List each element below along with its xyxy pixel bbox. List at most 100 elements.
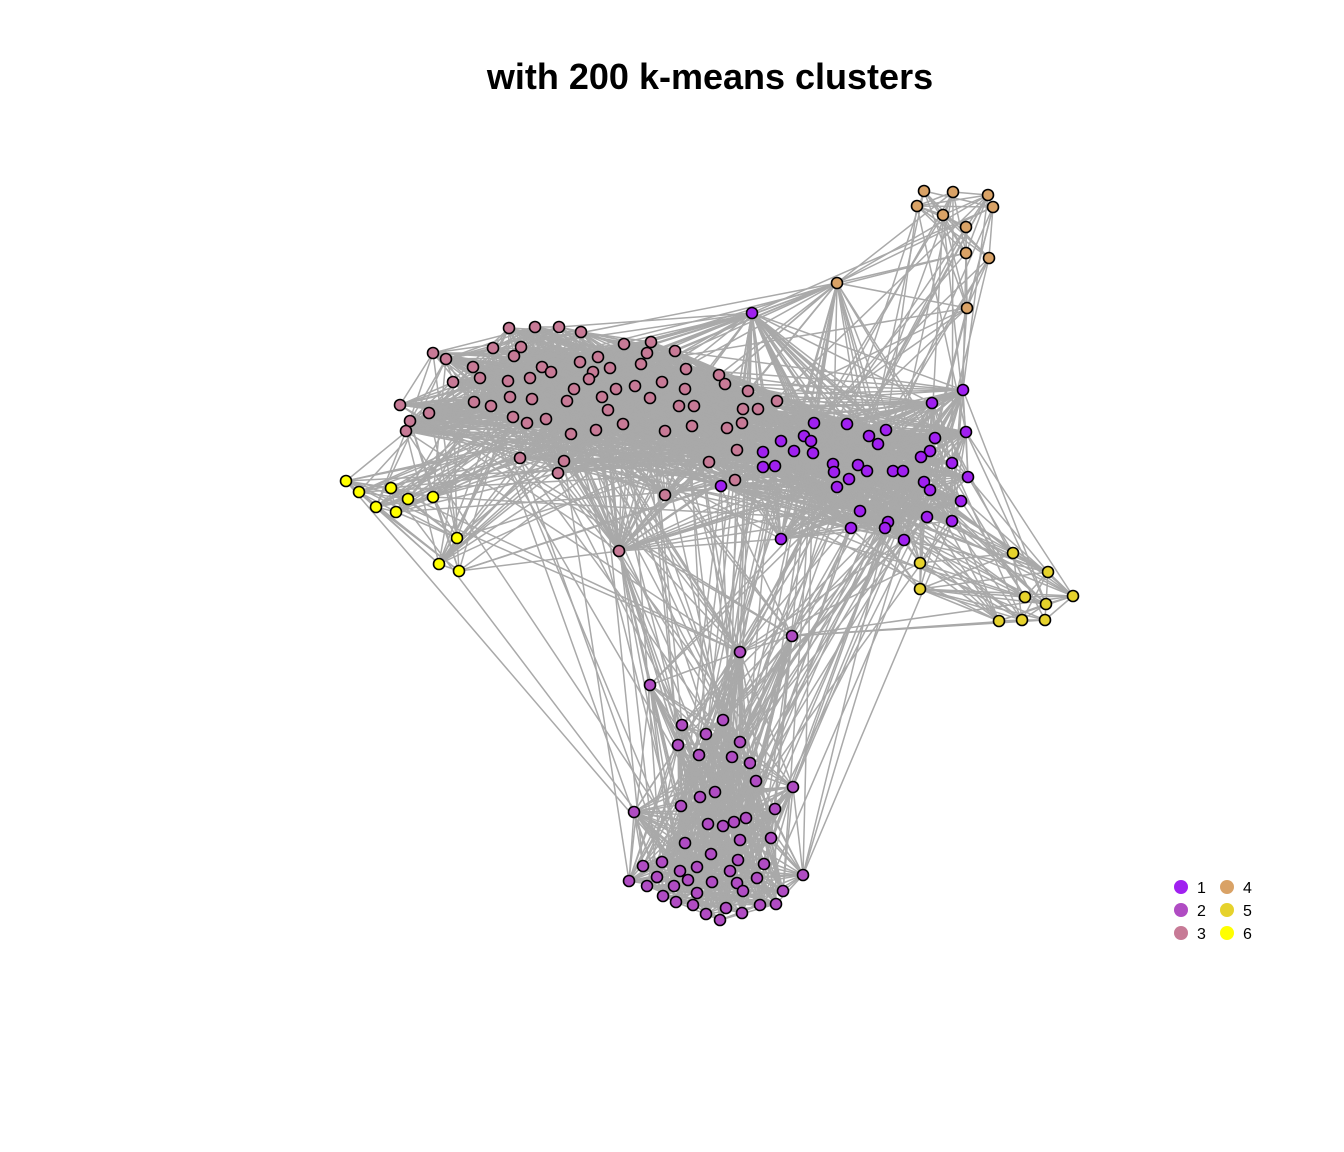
edge — [866, 470, 1074, 597]
node-cluster-2 — [686, 898, 700, 912]
legend-marker-5 — [1220, 903, 1234, 917]
node-cluster-3 — [502, 321, 516, 335]
node-cluster-1 — [756, 445, 770, 459]
edge — [399, 352, 434, 406]
edge — [472, 366, 689, 881]
edge — [375, 356, 599, 508]
node-cluster-2 — [622, 874, 636, 888]
node-cluster-1 — [745, 306, 759, 320]
node-cluster-3 — [603, 361, 617, 375]
node-cluster-1 — [954, 494, 968, 508]
node-cluster-3 — [718, 377, 732, 391]
edge — [802, 521, 889, 876]
node-cluster-4 — [959, 220, 973, 234]
edge — [757, 307, 968, 410]
edge — [428, 398, 533, 414]
edge — [472, 355, 515, 368]
edge — [375, 506, 440, 565]
edge — [452, 252, 967, 383]
node-cluster-3 — [643, 391, 657, 405]
node-cluster-3 — [551, 466, 565, 480]
legend-marker-6 — [1220, 926, 1234, 940]
node-cluster-3 — [560, 394, 574, 408]
edge — [507, 380, 735, 823]
edge — [718, 374, 1023, 621]
node-cluster-4 — [960, 301, 974, 315]
edge — [390, 435, 870, 489]
node-cluster-3 — [513, 451, 527, 465]
edge — [662, 478, 850, 897]
node-cluster-1 — [928, 431, 942, 445]
node-cluster-3 — [770, 394, 784, 408]
node-cluster-3 — [467, 395, 481, 409]
edge — [618, 500, 962, 552]
node-cluster-3 — [672, 399, 686, 413]
edge — [520, 312, 753, 348]
node-cluster-3 — [582, 372, 596, 386]
node-cluster-2 — [727, 815, 741, 829]
edge — [399, 404, 793, 637]
node-cluster-2 — [636, 859, 650, 873]
node-cluster-2 — [699, 907, 713, 921]
edge — [534, 326, 741, 653]
edge — [885, 257, 990, 431]
edge — [345, 429, 597, 482]
node-cluster-3 — [552, 320, 566, 334]
edge — [836, 282, 889, 523]
node-cluster-2 — [749, 774, 763, 788]
node-cluster-2 — [690, 886, 704, 900]
node-cluster-3 — [678, 382, 692, 396]
node-cluster-5 — [913, 556, 927, 570]
node-cluster-2 — [678, 836, 692, 850]
edge — [409, 358, 447, 422]
edge — [345, 461, 710, 482]
edge — [836, 282, 928, 518]
edge — [472, 366, 794, 788]
edge — [919, 588, 1074, 597]
edge — [942, 194, 989, 216]
node-cluster-6 — [389, 505, 403, 519]
node-cluster-2 — [723, 864, 737, 878]
legend: 1 2 3 4 5 6 — [1174, 880, 1252, 943]
edge — [601, 396, 620, 552]
edge — [375, 430, 407, 508]
node-cluster-2 — [768, 802, 782, 816]
node-cluster-3 — [399, 424, 413, 438]
node-cluster-1 — [768, 459, 782, 473]
legend-label-6: 6 — [1243, 926, 1252, 943]
node-cluster-5 — [1015, 613, 1029, 627]
node-cluster-1 — [945, 456, 959, 470]
edge — [458, 485, 722, 572]
edge — [770, 837, 804, 876]
legend-marker-2 — [1174, 903, 1188, 917]
node-cluster-3 — [422, 406, 436, 420]
edge — [646, 282, 838, 354]
edge — [618, 463, 834, 552]
edge — [812, 194, 989, 454]
node-cluster-1 — [830, 480, 844, 494]
edge — [836, 282, 905, 541]
legend-label-3: 3 — [1197, 926, 1206, 943]
node-cluster-1 — [862, 429, 876, 443]
node-cluster-1 — [871, 437, 885, 451]
edge — [618, 550, 741, 743]
node-cluster-3 — [393, 398, 407, 412]
node-cluster-2 — [701, 817, 715, 831]
edge — [749, 635, 793, 764]
node-cluster-3 — [486, 341, 500, 355]
node-cluster-1 — [923, 483, 937, 497]
node-cluster-2 — [735, 906, 749, 920]
edge — [751, 312, 1074, 597]
edge — [592, 371, 793, 637]
edge — [405, 430, 440, 565]
node-cluster-6 — [339, 474, 353, 488]
edge — [951, 520, 1047, 605]
edge — [733, 520, 953, 823]
edge — [526, 282, 838, 424]
node-cluster-1 — [756, 460, 770, 474]
edge — [432, 408, 759, 498]
node-cluster-3 — [655, 375, 669, 389]
node-cluster-4 — [986, 200, 1000, 214]
node-cluster-3 — [466, 360, 480, 374]
node-cluster-3 — [634, 357, 648, 371]
